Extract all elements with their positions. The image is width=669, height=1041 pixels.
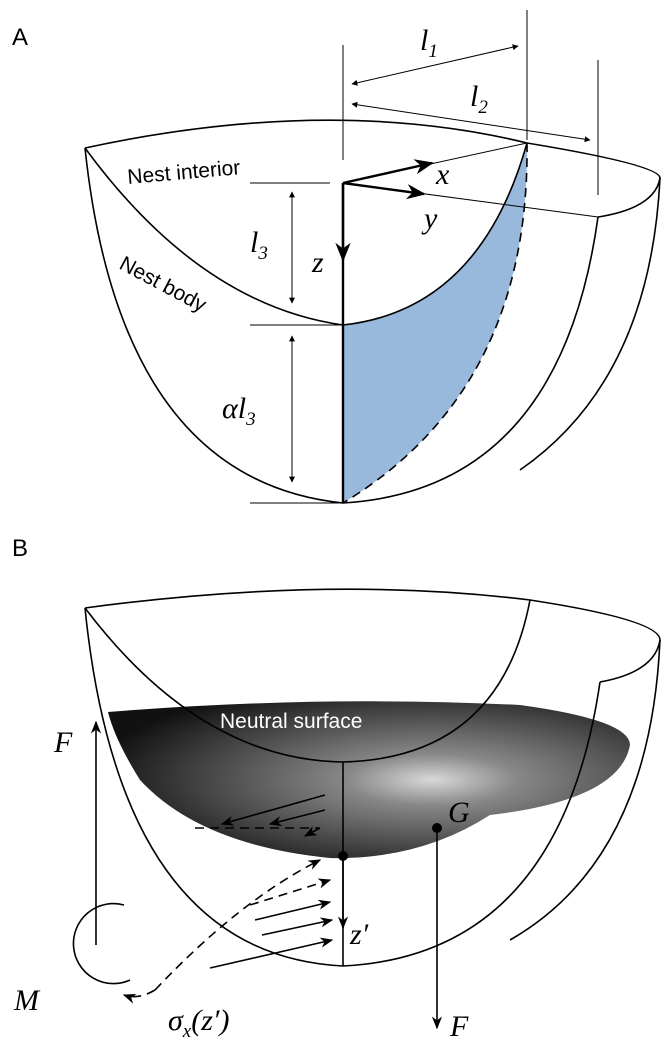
neutral-surface xyxy=(108,701,630,859)
label-l2: l2 xyxy=(470,80,488,118)
stress-arrow xyxy=(303,826,321,837)
moment-arc xyxy=(72,902,131,985)
label-depth: z′ xyxy=(349,918,369,951)
label-stress: σx(z′) xyxy=(168,1004,229,1041)
dim-arrow xyxy=(351,44,519,86)
label-y: y xyxy=(421,202,438,235)
panel-label: B xyxy=(12,535,28,562)
label-l3: l3 xyxy=(250,226,268,264)
label-body: Nest body xyxy=(116,252,211,317)
label-moment: M xyxy=(13,984,41,1017)
rim-back xyxy=(84,119,661,218)
stress-arrow xyxy=(261,917,334,936)
bowl-side xyxy=(509,639,661,941)
rim-back xyxy=(84,588,661,683)
panel-b: B Neutral surface F G F z′ M σx(z′) xyxy=(12,535,661,1041)
stress-arrow xyxy=(220,794,326,826)
label-force-down: F xyxy=(449,1010,469,1041)
label-surface: Neutral surface xyxy=(220,710,362,733)
label-centroid: G xyxy=(448,796,470,829)
stress-envelope xyxy=(154,859,322,991)
label-z: z xyxy=(311,246,324,279)
bowl-side xyxy=(519,177,661,471)
stress-arrow xyxy=(268,809,326,827)
label-alpha-l3: αl3 xyxy=(222,392,256,430)
stress-arrow xyxy=(254,899,332,921)
dim-arrow xyxy=(351,101,591,143)
stress-arrow xyxy=(209,937,334,969)
section-fill xyxy=(343,143,528,503)
y-axis xyxy=(342,181,426,200)
origin-dot xyxy=(338,851,348,861)
x-axis xyxy=(342,159,434,185)
stress-arrow xyxy=(249,878,332,906)
label-x: x xyxy=(435,158,450,191)
section-edge xyxy=(342,142,528,504)
label-interior: Nest interior xyxy=(126,156,241,189)
moment-arrow xyxy=(122,989,156,1004)
panel-label: A xyxy=(12,24,28,51)
label-force-left: F xyxy=(53,726,73,759)
panel-a: A l1 l2 l3 αl3 x y z Nest interior Nest … xyxy=(12,10,661,504)
label-l1: l1 xyxy=(420,24,438,62)
